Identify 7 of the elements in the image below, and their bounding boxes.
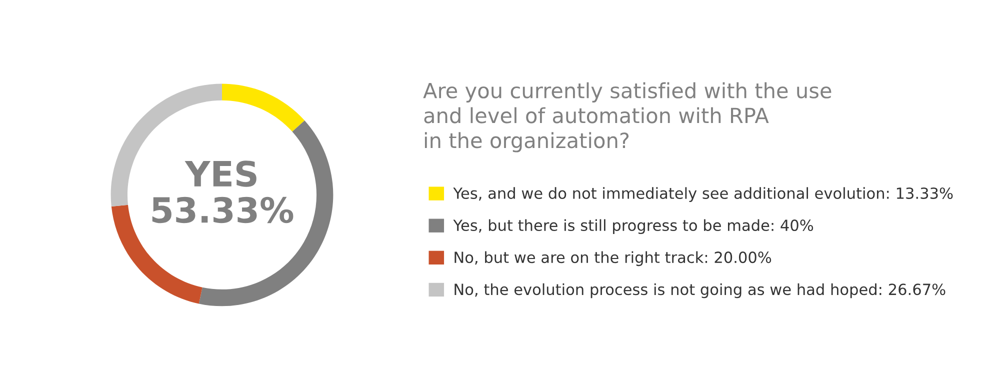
- legend-label: No, but we are on the right track: 20.00%: [454, 251, 772, 266]
- legend-label: No, the evolution process is not going as we had hoped: 26.67%: [454, 283, 946, 298]
- legend-label: Yes, and we do not immediately see additional evolution: 13.33%: [453, 187, 953, 202]
- legend-label: Yes, but there is still progress to be made: 40%: [453, 219, 814, 234]
- donut-slice: [222, 84, 305, 132]
- text: Are you currently satisfied with the use and level of automation with RPA in the organization?: [423, 82, 832, 152]
- text: YES 53.33%: [152, 160, 294, 224]
